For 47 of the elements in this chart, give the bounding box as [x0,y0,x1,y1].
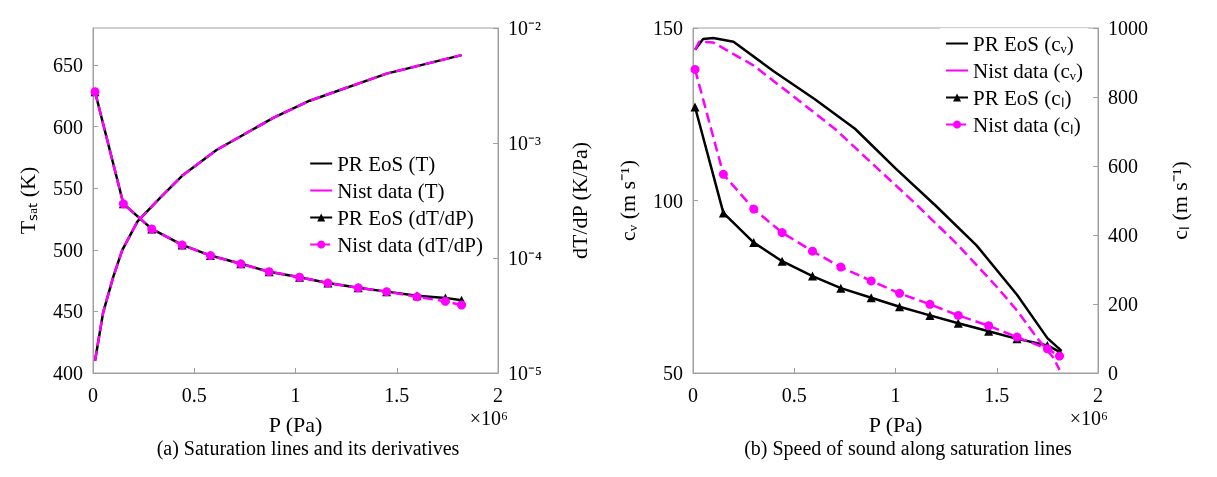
legend-label: PR EoS (cᵥ) [973,31,1074,56]
legend-label: PR EoS (T) [337,151,436,176]
y2-axis-title: dT/dP (K/Pa) [566,141,592,260]
y2-tick-label: 10⁻² [508,17,541,39]
x-tick-label: 2 [493,384,503,406]
y2-tick-label: 0 [1108,362,1118,384]
text: (a) Saturation lines and its derivatives [156,437,460,460]
y2-tick-label: 800 [1108,86,1138,108]
text: ×10⁶ [1069,407,1109,429]
x-tick-label: 1.5 [984,384,1010,406]
legend-label: Nist data (cₗ) [973,112,1081,137]
x-axis-title: P (Pa) [268,411,323,437]
y2-tick-label: 400 [1108,224,1138,246]
y-tick-label: 600 [53,115,83,138]
y-tick-label: 450 [53,300,83,323]
y-tick-label: 650 [53,53,83,76]
y2-tick-label: 10⁻³ [508,132,541,154]
y2-tick-label: 10⁻⁵ [508,362,542,384]
y2-tick-label: 1000 [1108,17,1148,39]
y-tick-label: 500 [53,238,83,261]
y2-axis-title: cₗ (m s⁻¹) [1166,161,1192,240]
legend-label: Nist data (T) [337,178,445,203]
legend-label: PR EoS (cₗ) [973,85,1072,110]
x-tick-label: 0.5 [781,384,807,406]
y-tick-label: 550 [53,177,83,200]
x-tick-label: 1.5 [384,384,410,406]
y-tick-label: 150 [653,17,683,39]
x-tick-label: 2 [1093,384,1103,406]
x-axis-title: P (Pa) [868,411,923,437]
y-axis-title: Tₛₐₜ (K) [14,166,40,235]
y2-tick-label: 10⁻⁴ [508,247,542,269]
y-tick-label: 50 [663,362,683,384]
x-tick-label: 1 [290,384,301,406]
y2-tick-label: 600 [1108,155,1138,177]
legend-label: Nist data (dT/dP) [337,232,484,257]
y-tick-label: 100 [653,189,683,212]
y-axis-title: cᵥ (m s⁻¹) [614,159,640,242]
text: ×10⁶ [469,407,509,429]
x-tick-label: 0.5 [181,384,207,406]
y2-tick-label: 200 [1108,293,1138,315]
legend-label: Nist data (cᵥ) [973,58,1084,83]
x-tick-label: 1 [890,384,901,406]
x-tick-label: 0 [688,384,698,406]
x-tick-label: 0 [88,384,98,406]
text: (b) Speed of sound along saturation lines [744,437,1073,460]
y-tick-label: 400 [53,362,83,384]
legend-label: PR EoS (dT/dP) [337,205,474,230]
